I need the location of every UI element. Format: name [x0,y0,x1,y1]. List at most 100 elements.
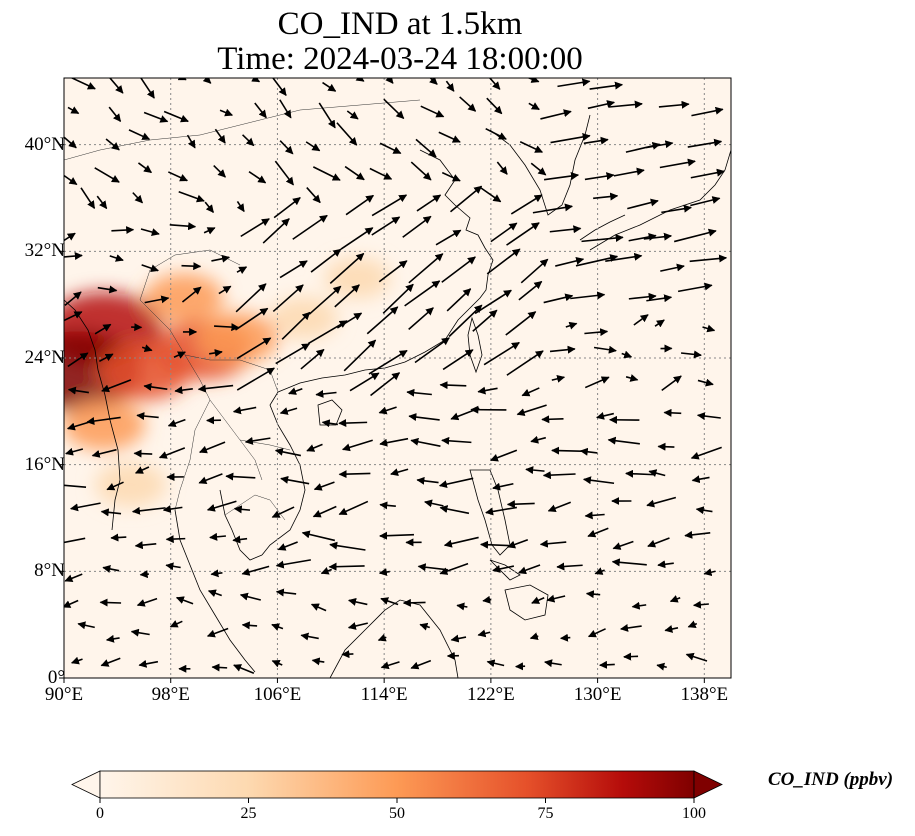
wind-vector-266 [64,232,76,242]
wind-vector-175 [197,384,234,393]
coastline-vietnam [261,391,306,556]
wind-vector-31 [477,629,491,638]
colorbar-label: CO_IND (ppbv) [768,769,894,790]
wind-vector-81 [232,535,248,544]
lat-tick-label-1: 8°N [34,560,65,582]
wind-vector-78 [134,541,157,550]
wind-vector-82 [277,541,298,551]
wind-vector-18 [685,652,708,662]
wind-vector-167 [596,412,614,420]
wind-vector-252 [236,266,248,274]
wind-vector-37 [687,620,698,629]
wind-vector-17 [656,662,667,671]
coastline-japan-south [579,214,626,241]
wind-vector-310 [274,160,295,186]
wind-vector-85 [379,531,414,540]
map-subtitle-time: Time: 2024-03-24 18:00:00 [217,41,583,77]
wind-vector-228 [64,291,82,306]
wind-vector-77 [110,533,127,542]
wind-vector-139 [274,447,302,457]
wind-vector-28 [377,633,387,642]
wind-vector-256 [378,260,408,283]
wind-vector-209 [64,311,83,322]
wind-vector-150 [657,442,675,451]
wind-vector-103 [338,500,369,516]
wind-vector-355 [528,102,540,111]
wind-vector-263 [605,252,643,262]
wind-vector-97 [131,506,166,515]
wind-vector-190 [67,352,89,368]
wind-vector-353 [459,96,477,112]
wind-vector-50 [482,595,492,604]
coastline-visayas [489,559,521,581]
wind-vector-371 [429,78,438,85]
wind-vector-5 [233,664,255,674]
wind-vector-225 [633,314,649,326]
wind-vector-278 [490,222,518,243]
wind-vector-191 [98,353,114,363]
wind-vector-128 [542,471,576,480]
wind-vector-357 [587,100,616,110]
wind-vector-151 [690,446,722,460]
wind-vector-238 [404,280,441,307]
wind-vector-94 [684,530,711,539]
wind-vector-16 [623,652,639,661]
wind-vector-348 [279,99,292,119]
wind-vector-345 [163,110,189,123]
wind-vector-93 [647,537,670,548]
wind-vector-298 [510,194,543,215]
map-frame [63,77,732,679]
lon-tick-label-6: 138°E [680,684,729,705]
wind-vector-137 [199,441,226,454]
wind-vector-352 [420,105,445,118]
wind-vector-338 [583,136,609,145]
wind-vector-23 [206,627,229,638]
wind-vector-34 [587,628,606,638]
wind-vector-218 [366,306,399,335]
wind-vector-309 [248,170,267,184]
wind-vector-155 [167,418,186,428]
wind-vector-241 [518,280,543,301]
lon-tick-label-0: 90°E [44,684,84,705]
wind-vector-110 [584,511,605,520]
wind-vector-232 [218,285,232,295]
wind-vector-335 [485,127,507,140]
wind-vector-56 [692,600,709,609]
wind-vector-122 [338,470,371,479]
wind-vector-142 [379,437,409,447]
wind-vector-43 [239,592,261,601]
wind-vector-248 [109,254,124,262]
wind-vector-292 [306,187,321,204]
wind-vector-198 [343,339,377,372]
wind-vector-222 [505,311,537,336]
wind-vector-30 [450,634,467,643]
colorbar-tick-label-3: 75 [537,805,554,822]
wind-vector-132 [691,475,710,484]
wind-vector-312 [344,165,365,181]
wind-vector-73 [611,558,647,567]
wind-vector-230 [144,295,170,304]
wind-vector-159 [321,419,339,428]
wind-vector-186 [584,376,610,389]
wind-vector-4 [211,663,228,672]
wind-vector-210 [94,323,112,335]
wind-vector-331 [336,122,358,146]
wind-vector-185 [551,374,566,383]
wind-vector-282 [628,233,657,242]
wind-vector-244 [628,292,657,301]
wind-vector-101 [271,506,295,518]
wind-vector-141 [341,439,373,452]
wind-vector-47 [380,597,399,606]
lat-tick-label-2: 16°N [24,453,65,475]
wind-vector-317 [530,162,547,176]
wind-vector-340 [645,140,674,149]
coastline-malay [174,509,256,673]
wind-vector-145 [489,449,518,462]
wind-vector-179 [349,372,380,392]
wind-vector-166 [541,415,564,424]
wind-vector-170 [696,412,721,421]
wind-vector-88 [480,540,511,549]
wind-vector-254 [310,248,342,273]
wind-vector-253 [279,260,308,279]
wind-vector-334 [438,131,461,143]
